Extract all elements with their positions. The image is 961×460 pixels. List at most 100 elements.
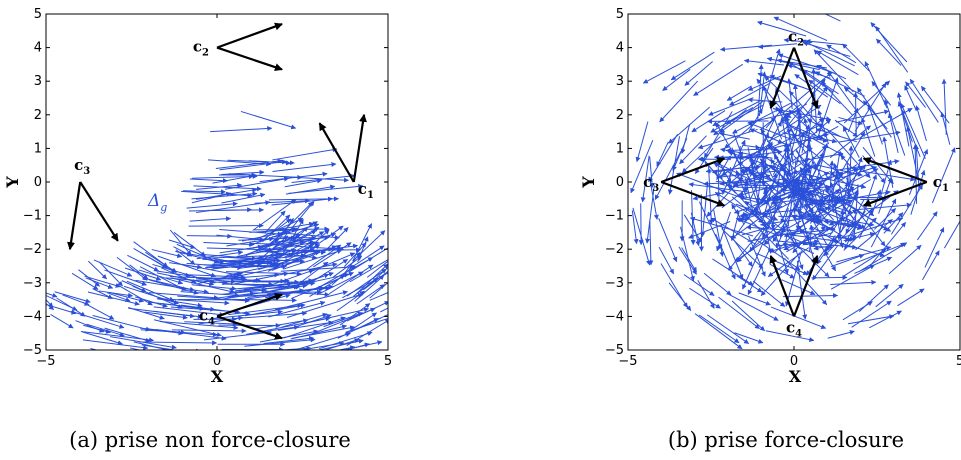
field-arrow bbox=[742, 230, 769, 290]
field-arrow bbox=[824, 14, 841, 22]
y-tick-label: −3 bbox=[23, 276, 42, 291]
field-arrow bbox=[826, 128, 871, 179]
field-arrow bbox=[747, 122, 794, 141]
field-arrow bbox=[819, 188, 852, 199]
field-arrow bbox=[203, 330, 273, 341]
field-arrow bbox=[717, 169, 784, 180]
field-arrow bbox=[275, 290, 348, 311]
field-arrow bbox=[196, 200, 271, 214]
field-arrow bbox=[121, 280, 147, 293]
field-arrow bbox=[127, 254, 159, 272]
field-arrow bbox=[251, 289, 322, 295]
field-arrow bbox=[743, 58, 784, 66]
field-arrow bbox=[229, 358, 290, 366]
field-arrow bbox=[832, 194, 884, 200]
contact-subscript: 4 bbox=[795, 328, 802, 339]
field-arrow bbox=[859, 170, 916, 182]
field-arrow bbox=[795, 214, 836, 231]
field-arrow bbox=[791, 118, 832, 154]
field-arrow bbox=[838, 116, 863, 126]
field-arrow bbox=[931, 147, 956, 204]
delta-label: Δg bbox=[147, 191, 167, 214]
field-arrow bbox=[802, 41, 851, 57]
field-arrow bbox=[366, 260, 388, 278]
contact-label-c3: c3 bbox=[74, 156, 90, 177]
field-arrow bbox=[93, 259, 133, 277]
field-arrow bbox=[280, 264, 357, 272]
field-arrow bbox=[878, 176, 893, 214]
field-arrow bbox=[389, 247, 419, 273]
field-arrow bbox=[842, 126, 860, 158]
field-arrow bbox=[635, 121, 649, 163]
field-arrow bbox=[762, 146, 768, 172]
field-arrow bbox=[784, 115, 794, 165]
field-arrow bbox=[151, 249, 183, 259]
y-tick-label: 0 bbox=[616, 175, 624, 190]
contact-label-c3: c3 bbox=[643, 173, 659, 194]
field-arrow bbox=[221, 192, 266, 204]
field-arrow bbox=[283, 243, 359, 256]
field-arrow bbox=[654, 150, 682, 201]
field-arrow bbox=[189, 216, 232, 222]
field-arrow bbox=[221, 169, 265, 176]
contact-subscript: 2 bbox=[202, 48, 209, 59]
field-arrow bbox=[210, 125, 273, 133]
field-arrow bbox=[708, 164, 714, 225]
field-arrow bbox=[154, 357, 217, 367]
field-arrow bbox=[157, 255, 217, 278]
field-arrow bbox=[816, 229, 843, 265]
field-arrow bbox=[827, 221, 863, 231]
field-arrow bbox=[253, 283, 299, 290]
field-arrow bbox=[727, 167, 733, 190]
field-arrow bbox=[775, 106, 807, 154]
contact-force-arrow bbox=[318, 122, 355, 183]
field-arrow bbox=[731, 203, 745, 225]
field-arrow bbox=[788, 61, 834, 93]
field-arrow bbox=[715, 122, 741, 166]
field-arrow bbox=[788, 109, 816, 136]
field-arrow bbox=[191, 284, 237, 291]
field-arrow bbox=[684, 61, 713, 86]
contact-label-c1: c1 bbox=[933, 173, 949, 194]
field-arrow bbox=[796, 109, 802, 135]
y-tick-label: 3 bbox=[34, 74, 42, 89]
field-arrow bbox=[747, 75, 782, 91]
field-arrow bbox=[348, 247, 388, 273]
field-arrow bbox=[252, 324, 300, 334]
field-arrow bbox=[770, 306, 827, 330]
field-arrow bbox=[700, 184, 708, 238]
field-arrow bbox=[732, 102, 791, 134]
field-arrow bbox=[838, 130, 901, 143]
field-arrow bbox=[835, 109, 890, 123]
y-tick-label: 4 bbox=[34, 41, 42, 56]
field-arrow bbox=[255, 318, 309, 330]
field-arrow bbox=[867, 104, 883, 145]
field-arrow bbox=[155, 270, 191, 278]
field-arrow bbox=[245, 303, 306, 317]
field-arrow bbox=[718, 296, 760, 330]
field-arrow bbox=[173, 246, 193, 257]
field-arrow bbox=[869, 221, 907, 267]
field-arrow bbox=[658, 246, 675, 275]
field-arrow bbox=[812, 135, 838, 144]
field-arrow bbox=[830, 253, 865, 268]
field-arrow bbox=[827, 70, 862, 118]
field-arrow bbox=[858, 207, 873, 239]
field-arrow bbox=[109, 291, 145, 303]
panel-b: c2 c1 c3 c4 5 4 3 2 1 0 −1 −2 −3 −4 −5−5 0 5 X Y (b) pr… bbox=[579, 7, 961, 452]
field-arrow bbox=[238, 264, 288, 277]
y-tick-label: −5 bbox=[23, 343, 42, 358]
y-tick-label: 0 bbox=[34, 175, 42, 190]
field-arrow bbox=[196, 250, 244, 260]
field-arrow bbox=[790, 243, 815, 254]
field-arrow bbox=[812, 244, 839, 281]
field-arrow bbox=[169, 262, 203, 270]
field-arrow bbox=[283, 316, 346, 339]
field-arrow bbox=[139, 251, 177, 273]
field-arrow bbox=[222, 287, 267, 295]
field-arrow bbox=[733, 178, 784, 188]
field-arrow bbox=[817, 109, 829, 145]
field-arrow bbox=[648, 221, 654, 266]
field-arrow bbox=[860, 117, 876, 157]
field-arrow bbox=[721, 228, 764, 269]
